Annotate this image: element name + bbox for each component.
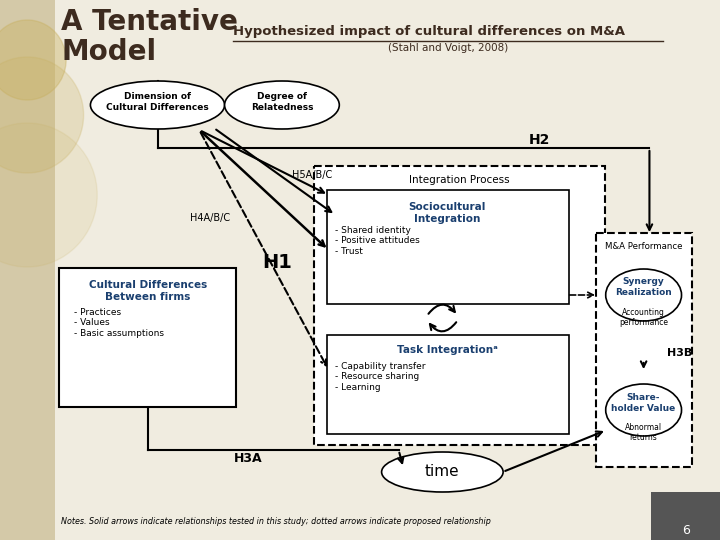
Text: Hypothesized impact of cultural differences on M&A: Hypothesized impact of cultural differen… [233, 25, 626, 38]
Text: Share-
holder Value: Share- holder Value [611, 393, 676, 413]
Text: H2: H2 [529, 133, 550, 147]
Circle shape [0, 57, 84, 173]
Text: Model: Model [61, 38, 156, 66]
Text: - Capability transfer
- Resource sharing
- Learning: - Capability transfer - Resource sharing… [336, 362, 426, 392]
FancyBboxPatch shape [327, 335, 569, 434]
FancyBboxPatch shape [59, 268, 236, 407]
Text: H3A: H3A [233, 451, 262, 464]
Text: H5A/B/C: H5A/B/C [292, 170, 332, 180]
Text: Degree of
Relatedness: Degree of Relatedness [251, 92, 313, 112]
FancyBboxPatch shape [0, 0, 55, 540]
Text: Cultural Differences
Between firms: Cultural Differences Between firms [89, 280, 207, 302]
Text: time: time [425, 464, 459, 480]
Text: Notes. Solid arrows indicate relationships tested in this study; dotted arrows i: Notes. Solid arrows indicate relationshi… [61, 517, 491, 526]
Text: H3B: H3B [667, 348, 692, 358]
Text: H4A/B/C: H4A/B/C [189, 213, 230, 223]
Ellipse shape [382, 452, 503, 492]
Text: Synergy
Realization: Synergy Realization [615, 278, 672, 296]
Text: M&A Performance: M&A Performance [605, 242, 683, 251]
FancyBboxPatch shape [596, 233, 692, 467]
Text: H1: H1 [262, 253, 292, 272]
Circle shape [0, 123, 97, 267]
Text: - Shared identity
- Positive attitudes
- Trust: - Shared identity - Positive attitudes -… [336, 226, 420, 256]
Text: Task Integrationᵃ: Task Integrationᵃ [397, 345, 498, 355]
Text: - Practices
- Values
- Basic assumptions: - Practices - Values - Basic assumptions [74, 308, 164, 338]
Circle shape [0, 20, 66, 100]
Text: 6: 6 [683, 523, 690, 537]
Ellipse shape [225, 81, 339, 129]
FancyBboxPatch shape [314, 166, 605, 445]
Text: (Stahl and Voigt, 2008): (Stahl and Voigt, 2008) [388, 43, 508, 53]
Text: Accounting
performance: Accounting performance [619, 308, 668, 327]
Text: A Tentative: A Tentative [61, 8, 238, 36]
Ellipse shape [606, 269, 682, 321]
FancyBboxPatch shape [327, 190, 569, 304]
Text: Dimension of
Cultural Differences: Dimension of Cultural Differences [106, 92, 209, 112]
Text: Abnormal
returns: Abnormal returns [625, 423, 662, 442]
Text: Sociocultural
Integration: Sociocultural Integration [408, 202, 486, 224]
Text: Integration Process: Integration Process [408, 175, 509, 185]
Ellipse shape [606, 384, 682, 436]
Ellipse shape [91, 81, 225, 129]
